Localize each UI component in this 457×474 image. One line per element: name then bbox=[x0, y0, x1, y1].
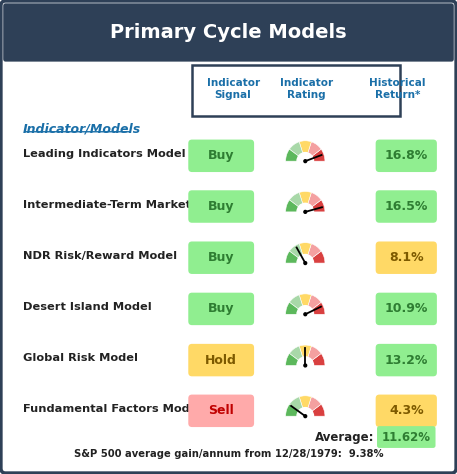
Text: Global Risk Model: Global Risk Model bbox=[23, 353, 138, 364]
Text: Fundamental Factors Model: Fundamental Factors Model bbox=[23, 404, 202, 414]
Wedge shape bbox=[305, 142, 321, 161]
Circle shape bbox=[297, 357, 314, 374]
Circle shape bbox=[297, 255, 314, 272]
FancyBboxPatch shape bbox=[3, 3, 454, 62]
Text: Intermediate-Term Market Model: Intermediate-Term Market Model bbox=[23, 200, 234, 210]
Wedge shape bbox=[305, 149, 325, 161]
Wedge shape bbox=[305, 404, 325, 416]
Wedge shape bbox=[299, 396, 311, 416]
Wedge shape bbox=[299, 243, 311, 263]
Text: Primary Cycle Models: Primary Cycle Models bbox=[110, 23, 347, 42]
Wedge shape bbox=[299, 294, 311, 314]
Wedge shape bbox=[289, 397, 305, 416]
Circle shape bbox=[297, 306, 314, 323]
FancyBboxPatch shape bbox=[188, 190, 254, 223]
Text: 8.1%: 8.1% bbox=[389, 251, 424, 264]
Circle shape bbox=[297, 153, 314, 170]
Wedge shape bbox=[289, 346, 305, 365]
Text: Buy: Buy bbox=[208, 149, 234, 162]
Text: Buy: Buy bbox=[208, 200, 234, 213]
Wedge shape bbox=[305, 346, 321, 365]
Wedge shape bbox=[305, 354, 325, 365]
Wedge shape bbox=[305, 302, 325, 314]
Circle shape bbox=[297, 408, 314, 425]
FancyBboxPatch shape bbox=[376, 394, 437, 427]
FancyBboxPatch shape bbox=[377, 426, 436, 448]
Wedge shape bbox=[305, 244, 321, 263]
Wedge shape bbox=[286, 404, 305, 416]
Wedge shape bbox=[299, 191, 311, 212]
Wedge shape bbox=[299, 141, 311, 161]
Text: 16.8%: 16.8% bbox=[385, 149, 428, 162]
Wedge shape bbox=[286, 354, 305, 365]
Wedge shape bbox=[289, 142, 305, 161]
FancyBboxPatch shape bbox=[188, 394, 254, 427]
Wedge shape bbox=[286, 302, 305, 314]
Text: 10.9%: 10.9% bbox=[385, 302, 428, 315]
FancyBboxPatch shape bbox=[376, 241, 437, 274]
Text: NDR Risk/Reward Model: NDR Risk/Reward Model bbox=[23, 251, 177, 261]
FancyBboxPatch shape bbox=[376, 292, 437, 325]
FancyBboxPatch shape bbox=[192, 65, 400, 116]
Text: Desert Island Model: Desert Island Model bbox=[23, 302, 152, 312]
Wedge shape bbox=[289, 244, 305, 263]
Circle shape bbox=[304, 160, 307, 163]
Text: Indicator
Rating: Indicator Rating bbox=[280, 78, 333, 100]
FancyBboxPatch shape bbox=[376, 190, 437, 223]
Text: Indicator
Signal: Indicator Signal bbox=[207, 78, 260, 100]
Text: Buy: Buy bbox=[208, 251, 234, 264]
Text: 13.2%: 13.2% bbox=[385, 354, 428, 366]
Circle shape bbox=[304, 210, 307, 213]
Text: 16.5%: 16.5% bbox=[385, 200, 428, 213]
Circle shape bbox=[304, 313, 307, 316]
Wedge shape bbox=[305, 251, 325, 263]
Wedge shape bbox=[305, 295, 321, 314]
Text: Historical
Return*: Historical Return* bbox=[369, 78, 426, 100]
Wedge shape bbox=[305, 192, 321, 212]
Text: Hold: Hold bbox=[205, 354, 237, 366]
Wedge shape bbox=[286, 251, 305, 263]
FancyBboxPatch shape bbox=[376, 344, 437, 376]
Wedge shape bbox=[286, 200, 305, 212]
Wedge shape bbox=[289, 295, 305, 314]
Circle shape bbox=[304, 262, 307, 264]
Text: Sell: Sell bbox=[208, 404, 234, 417]
Text: Leading Indicators Model: Leading Indicators Model bbox=[23, 149, 186, 159]
Circle shape bbox=[304, 364, 307, 367]
FancyBboxPatch shape bbox=[188, 241, 254, 274]
Text: 11.62%: 11.62% bbox=[382, 430, 431, 444]
FancyBboxPatch shape bbox=[188, 292, 254, 325]
Text: Average:: Average: bbox=[315, 431, 375, 444]
Wedge shape bbox=[286, 149, 305, 161]
Wedge shape bbox=[305, 397, 321, 416]
FancyBboxPatch shape bbox=[188, 344, 254, 376]
FancyBboxPatch shape bbox=[188, 139, 254, 172]
Text: 4.3%: 4.3% bbox=[389, 404, 424, 417]
Text: S&P 500 average gain/annum from 12/28/1979:  9.38%: S&P 500 average gain/annum from 12/28/19… bbox=[74, 448, 383, 459]
Circle shape bbox=[304, 415, 307, 418]
Wedge shape bbox=[305, 200, 325, 212]
Text: Buy: Buy bbox=[208, 302, 234, 315]
Text: Indicator/Models: Indicator/Models bbox=[23, 122, 141, 136]
Wedge shape bbox=[289, 192, 305, 212]
Wedge shape bbox=[299, 345, 311, 365]
FancyBboxPatch shape bbox=[376, 139, 437, 172]
Circle shape bbox=[297, 203, 314, 220]
